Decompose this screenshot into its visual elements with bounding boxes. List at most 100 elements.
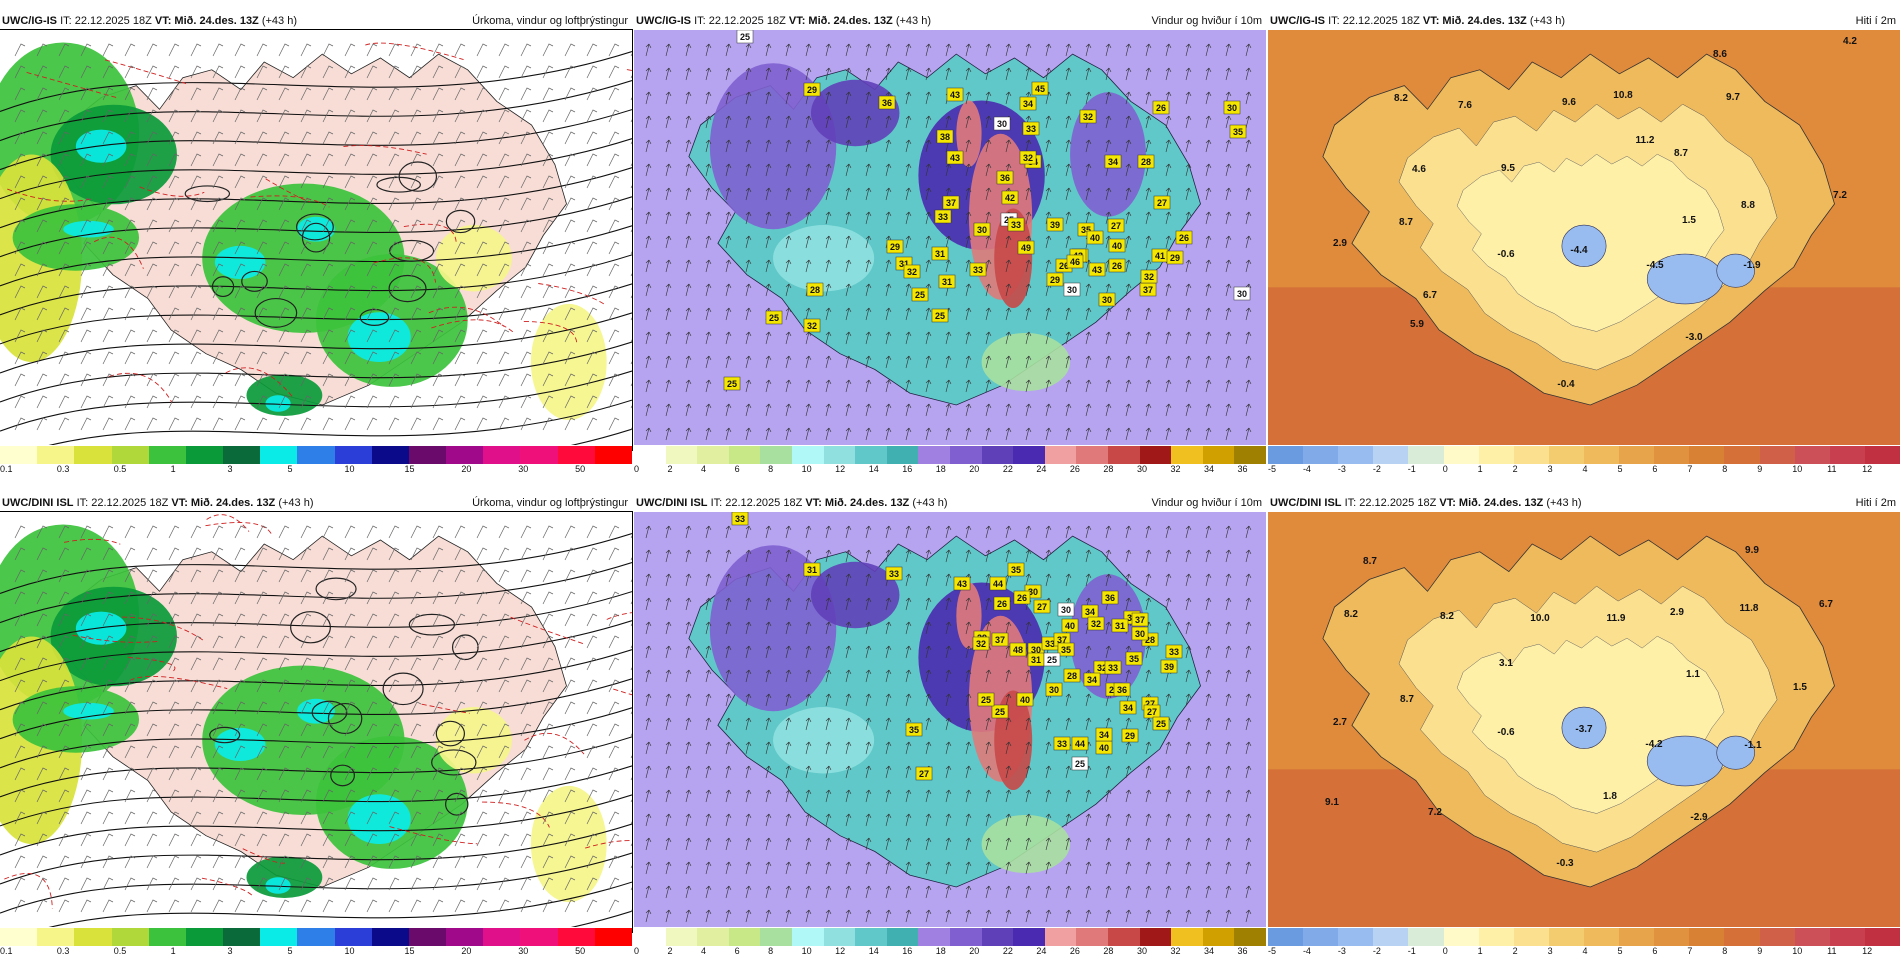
wind-arrow bbox=[645, 43, 652, 57]
wind-arrow bbox=[1005, 861, 1012, 875]
temperature-label: -3.0 bbox=[1685, 332, 1703, 343]
wind-arrow bbox=[925, 837, 932, 851]
colorbar-swatch bbox=[1268, 446, 1304, 464]
wind-barb bbox=[608, 219, 620, 233]
gust-label: 33 bbox=[1104, 660, 1122, 675]
wind-arrow bbox=[1065, 427, 1072, 441]
wind-arrow bbox=[1245, 621, 1252, 635]
wind-barb bbox=[586, 679, 598, 693]
wind-arrow bbox=[825, 813, 832, 827]
wind-barb bbox=[80, 569, 92, 583]
gust-label: 36 bbox=[878, 95, 896, 110]
wind-barb bbox=[542, 351, 554, 365]
wind-barb bbox=[520, 547, 532, 561]
wind-arrow bbox=[685, 43, 692, 57]
wind-barb bbox=[300, 855, 312, 869]
wind-arrow bbox=[1125, 355, 1132, 369]
wind-arrow bbox=[785, 427, 792, 441]
wind-arrow bbox=[685, 139, 692, 153]
wind-arrow bbox=[745, 307, 752, 321]
wind-arrow bbox=[965, 717, 972, 731]
wind-barb bbox=[454, 373, 466, 387]
wind-barb bbox=[454, 833, 466, 847]
wind-barb bbox=[102, 767, 114, 781]
svg-text:37: 37 bbox=[1057, 635, 1067, 645]
wind-arrow bbox=[865, 573, 872, 587]
wind-arrow bbox=[825, 837, 832, 851]
wind-arrow bbox=[1045, 741, 1052, 755]
wind-arrow bbox=[1245, 235, 1252, 249]
wind-arrow bbox=[1225, 789, 1232, 803]
wind-barb bbox=[366, 547, 378, 561]
wind-barb bbox=[168, 373, 180, 387]
colorbar-swatch bbox=[260, 928, 298, 946]
wind-arrow bbox=[1105, 115, 1112, 129]
wind-arrow bbox=[1245, 187, 1252, 201]
wind-barb bbox=[146, 417, 158, 431]
wind-barb bbox=[498, 635, 510, 649]
colorbar-swatch bbox=[1202, 928, 1235, 946]
wind-arrow bbox=[1005, 403, 1012, 417]
gust-label: 25 bbox=[1071, 756, 1089, 771]
wind-barb bbox=[454, 307, 466, 321]
wind-arrow bbox=[765, 909, 772, 923]
isobar bbox=[0, 399, 633, 461]
wind-arrow bbox=[725, 163, 732, 177]
wind-arrow bbox=[1245, 307, 1252, 321]
wind-arrow bbox=[865, 597, 872, 611]
wind-arrow bbox=[845, 549, 852, 563]
wind-barb bbox=[322, 131, 334, 145]
wind-arrow bbox=[1025, 789, 1032, 803]
wind-barb bbox=[498, 373, 510, 387]
wind-barb bbox=[146, 197, 158, 211]
svg-text:33: 33 bbox=[973, 265, 983, 275]
wind-arrow bbox=[785, 813, 792, 827]
wind-arrow bbox=[805, 813, 812, 827]
wind-barb bbox=[146, 635, 158, 649]
wind-arrow bbox=[885, 139, 892, 153]
temperature-label: -4.4 bbox=[1570, 245, 1588, 256]
wind-barb bbox=[234, 833, 246, 847]
wind-arrow bbox=[1225, 115, 1232, 129]
colorbar-swatch bbox=[1548, 928, 1584, 946]
wind-arrow bbox=[945, 43, 952, 57]
wind-arrow bbox=[1205, 885, 1212, 899]
wind-barb bbox=[388, 241, 400, 255]
init-time: IT: 22.12.2025 18Z bbox=[710, 497, 806, 509]
wind-barb bbox=[542, 767, 554, 781]
wind-barb bbox=[586, 723, 598, 737]
svg-text:36: 36 bbox=[1000, 173, 1010, 183]
wind-barb bbox=[564, 569, 576, 583]
wind-barb bbox=[366, 899, 378, 913]
wind-arrow bbox=[865, 283, 872, 297]
wind-barb bbox=[212, 525, 224, 539]
wind-barb bbox=[410, 417, 422, 431]
wind-barb bbox=[586, 767, 598, 781]
wind-barb bbox=[608, 241, 620, 255]
wind-barb bbox=[14, 679, 26, 693]
wind-barb bbox=[190, 899, 202, 913]
wind-arrow bbox=[1145, 549, 1152, 563]
wind-barb bbox=[124, 351, 136, 365]
svg-text:27: 27 bbox=[919, 769, 929, 779]
wind-arrow bbox=[685, 741, 692, 755]
wind-barb bbox=[80, 417, 92, 431]
wind-arrow bbox=[705, 525, 712, 539]
svg-text:29: 29 bbox=[1050, 275, 1060, 285]
wind-barb bbox=[366, 87, 378, 101]
wind-barb bbox=[520, 569, 532, 583]
wind-arrow bbox=[965, 549, 972, 563]
wind-arrow bbox=[1105, 789, 1112, 803]
wind-arrow bbox=[1205, 525, 1212, 539]
wind-barb bbox=[58, 701, 70, 715]
wind-arrow bbox=[885, 621, 892, 635]
wind-barb bbox=[58, 525, 70, 539]
gust-label: 28 bbox=[1137, 154, 1155, 169]
wind-barb bbox=[388, 569, 400, 583]
wind-arrow bbox=[1025, 259, 1032, 273]
wind-barb bbox=[476, 373, 488, 387]
init-time: IT: 22.12.2025 18Z bbox=[1344, 497, 1440, 509]
wind-barb bbox=[454, 87, 466, 101]
wind-arrow bbox=[1085, 43, 1092, 57]
wind-arrow bbox=[705, 139, 712, 153]
